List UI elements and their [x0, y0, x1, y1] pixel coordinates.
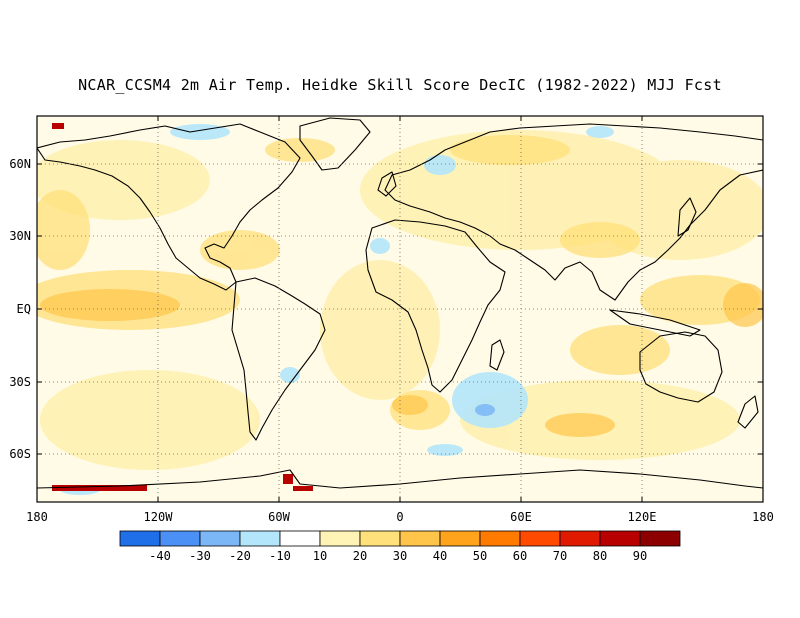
colorbar-swatch: [559, 530, 601, 547]
lat-label-30n: 30N: [9, 229, 31, 243]
lon-label-120w: 120W: [144, 510, 174, 524]
colorbar-label: -40: [149, 549, 171, 563]
colorbar-swatch: [439, 530, 481, 547]
colorbar-swatch: [359, 530, 401, 547]
colorbar-label: -20: [229, 549, 251, 563]
colorbar-label: 60: [513, 549, 527, 563]
lon-label-180w: 180: [26, 510, 48, 524]
colorbar-labels: -40 -30 -20 -10 10 20 30 40 50 60 70 80 …: [149, 549, 647, 563]
colorbar-label: 20: [353, 549, 367, 563]
skill-score-field: [37, 123, 763, 495]
colorbar-label: 40: [433, 549, 447, 563]
colorbar-swatch: [279, 530, 321, 547]
colorbar-swatch: [519, 530, 561, 547]
lon-label-60e: 60E: [510, 510, 532, 524]
colorbar-label: -10: [269, 549, 291, 563]
colorbar-swatch: [159, 530, 201, 547]
colorbar-swatch: [119, 530, 161, 547]
colorbar-swatch: [199, 530, 241, 547]
colorbar-label: 90: [633, 549, 647, 563]
colorbar-swatch: [639, 530, 681, 547]
map-title: NCAR_CCSM4 2m Air Temp. Heidke Skill Sco…: [78, 76, 722, 94]
lon-label-180e: 180: [752, 510, 774, 524]
lon-label-120e: 120E: [628, 510, 657, 524]
colorbar-label: 70: [553, 549, 567, 563]
colorbar-label: 80: [593, 549, 607, 563]
axis-ticks: [37, 116, 763, 502]
lon-label-0: 0: [396, 510, 403, 524]
colorbar-label: 50: [473, 549, 487, 563]
colorbar: [119, 530, 681, 547]
lat-label-30s: 30S: [9, 375, 31, 389]
lat-label-60n: 60N: [9, 157, 31, 171]
lon-label-60w: 60W: [268, 510, 290, 524]
colorbar-swatch: [239, 530, 281, 547]
lat-label-60s: 60S: [9, 447, 31, 461]
colorbar-swatch: [479, 530, 521, 547]
colorbar-swatch: [599, 530, 641, 547]
graticule: [37, 116, 763, 502]
colorbar-label: 30: [393, 549, 407, 563]
lat-label-eq: EQ: [17, 302, 31, 316]
colorbar-label: -30: [189, 549, 211, 563]
colorbar-swatch: [319, 530, 361, 547]
colorbar-label: 10: [313, 549, 327, 563]
colorbar-swatch: [399, 530, 441, 547]
